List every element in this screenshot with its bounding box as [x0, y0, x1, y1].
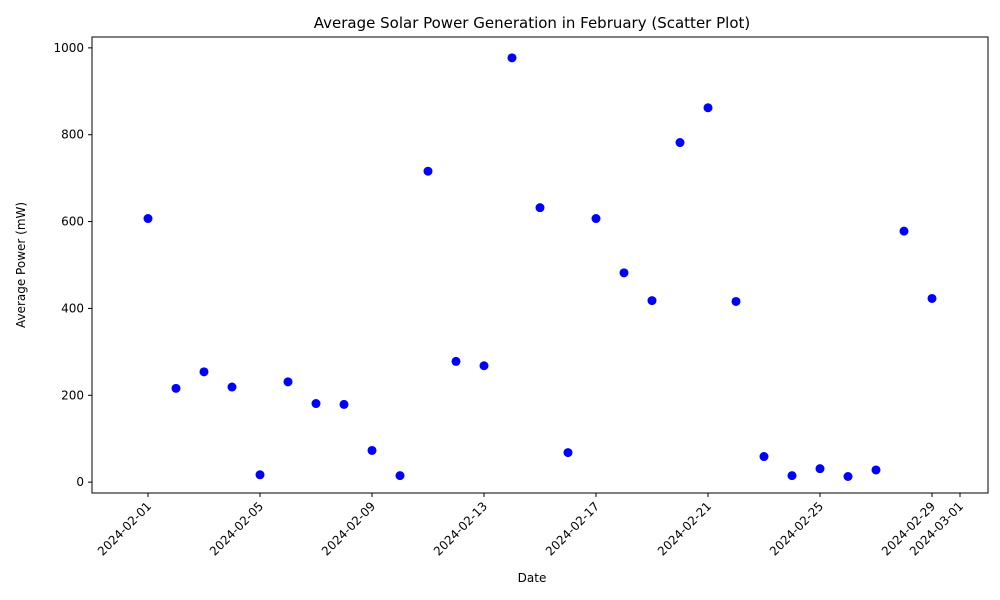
x-axis-label: Date — [518, 571, 547, 585]
data-point — [843, 472, 853, 481]
data-point — [451, 356, 461, 366]
data-point — [283, 377, 293, 387]
data-point — [255, 470, 265, 480]
y-tick-label: 200 — [61, 388, 84, 402]
data-point — [227, 382, 237, 392]
data-point — [367, 445, 377, 455]
data-point — [731, 296, 741, 306]
data-point — [199, 367, 209, 377]
data-point — [647, 296, 657, 306]
plot-area — [91, 36, 989, 494]
data-point — [535, 203, 545, 213]
y-tick-label: 600 — [61, 215, 84, 229]
y-tick-label: 1000 — [53, 41, 84, 55]
y-tick-label: 0 — [76, 475, 84, 489]
data-point — [927, 293, 937, 303]
data-point — [311, 399, 321, 409]
data-point — [339, 399, 349, 409]
data-point — [507, 53, 517, 63]
y-tick-label: 400 — [61, 301, 84, 315]
data-point — [703, 103, 713, 113]
y-tick-label: 800 — [61, 128, 84, 142]
data-point — [563, 448, 573, 458]
axes-frame — [91, 36, 989, 494]
chart-title: Average Solar Power Generation in Februa… — [314, 14, 750, 32]
data-point — [899, 226, 909, 236]
y-axis-label: Average Power (mW) — [14, 202, 28, 328]
data-point — [619, 268, 629, 278]
data-point — [143, 214, 153, 224]
data-point — [675, 138, 685, 148]
data-point — [815, 464, 825, 474]
data-point — [479, 361, 489, 371]
data-points — [143, 53, 937, 481]
y-axis-ticks: 0 200 400 600 800 1000 — [53, 41, 92, 489]
data-point — [871, 465, 881, 475]
data-point — [423, 166, 433, 176]
data-point — [759, 452, 769, 462]
data-point — [787, 471, 797, 481]
data-point — [395, 471, 405, 481]
data-point — [171, 383, 181, 393]
data-point — [591, 214, 601, 224]
